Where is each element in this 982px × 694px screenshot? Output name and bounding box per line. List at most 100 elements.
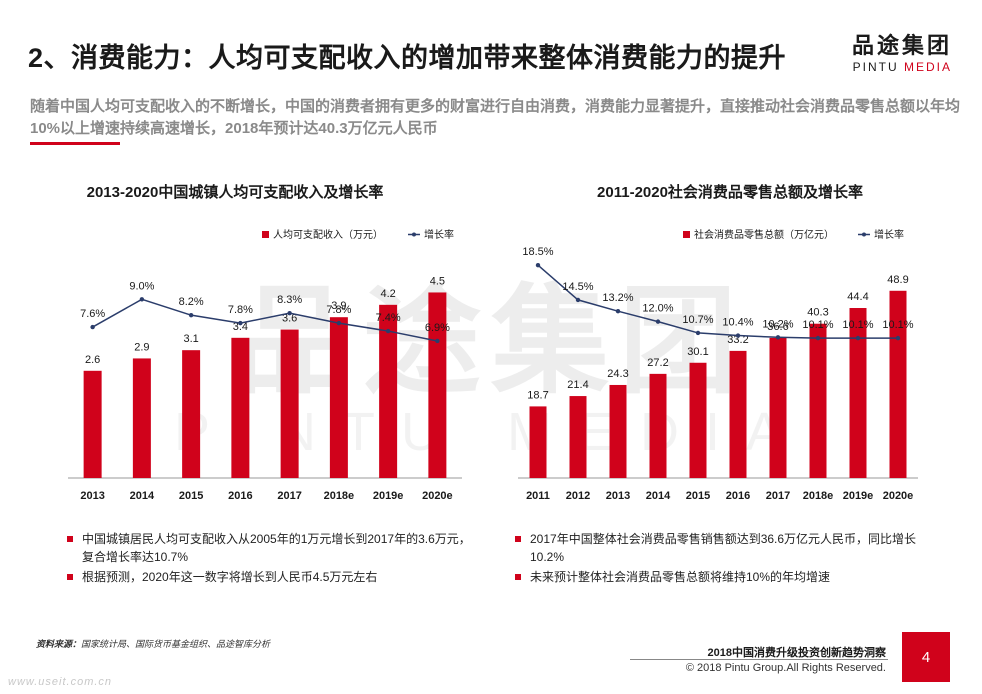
bar: [849, 308, 867, 478]
bar-value-label: 3.4: [233, 321, 248, 333]
growth-rate-line: [92, 298, 438, 342]
growth-rate-point: [655, 319, 661, 324]
growth-rate-point: [188, 312, 194, 318]
growth-rate-label: 6.9%: [425, 322, 450, 334]
bar: [569, 396, 587, 478]
footer-divider: [630, 659, 888, 660]
bar-value-label: 2.9: [134, 341, 149, 353]
bar-value-label: 21.4: [567, 379, 588, 391]
growth-rate-label: 10.7%: [682, 314, 713, 326]
x-tick-label: 2013: [80, 490, 104, 502]
bar: [809, 323, 827, 478]
x-tick-label: 2019e: [843, 490, 874, 502]
bullet-square-icon: [515, 574, 521, 580]
growth-rate-point: [287, 310, 292, 316]
growth-rate-label: 10.1%: [802, 319, 833, 331]
growth-rate-point: [735, 333, 741, 338]
page-title: 2、消费能力：人均可支配收入的增加带来整体消费能力的提升: [28, 43, 787, 73]
bullet-item: 中国城镇居民人均可支配收入从2005年的1万元增长到2017年的3.6万元，复合…: [62, 530, 482, 566]
growth-rate-point: [336, 320, 342, 326]
growth-rate-label: 14.5%: [562, 281, 593, 293]
growth-rate-point: [815, 335, 821, 341]
x-tick-label: 2017: [277, 490, 301, 502]
bullet-square-icon: [67, 536, 73, 542]
bar: [132, 358, 151, 478]
bullet-item: 根据预测，2020年这一数字将增长到人民币4.5万元左右: [62, 568, 482, 586]
bullet-square-icon: [515, 536, 521, 542]
chart-income: 2.6 2013 2.9 2014 3.1 2015 3.4 2016 3.6 2017 3.9 20…: [68, 228, 462, 502]
bar: [231, 337, 250, 478]
x-tick-label: 2015: [686, 490, 710, 502]
bar-value-label: 36.6: [767, 321, 788, 333]
growth-rate-label: 7.8%: [228, 304, 253, 316]
growth-rate-label: 9.0%: [129, 280, 154, 292]
bar: [280, 329, 299, 478]
growth-rate-label: 7.6%: [80, 308, 105, 320]
bullet-square-icon: [67, 574, 73, 580]
brand-logo: 品途集团 PINTU MEDIA: [851, 33, 952, 75]
x-tick-label: 2020e: [422, 490, 453, 502]
growth-rate-label: 10.1%: [882, 319, 913, 331]
bar: [609, 384, 627, 478]
growth-rate-point: [435, 338, 440, 344]
growth-rate-point: [895, 335, 901, 341]
bar: [649, 373, 667, 478]
legend-line-label: 增长率: [424, 228, 454, 241]
x-tick-label: 2016: [726, 490, 750, 502]
source-note: 资料来源：国家统计局、国际货币基金组织、品途智库分析: [36, 639, 271, 649]
growth-rate-point: [695, 330, 701, 336]
bar-value-label: 4.5: [430, 275, 445, 287]
legend-line-label: 增长率: [874, 228, 904, 241]
x-tick-label: 2012: [566, 490, 590, 502]
bar-value-label: 40.3: [807, 307, 828, 319]
legend-line-marker: [412, 232, 416, 237]
x-tick-label: 2018e: [324, 490, 355, 502]
copyright: © 2018 Pintu Group.All Rights Reserved.: [685, 662, 886, 674]
growth-rate-label: 8.3%: [277, 294, 302, 306]
page-subtitle: 随着中国人均可支配收入的不断增长，中国的消费者拥有更多的财富进行自由消费，消费能…: [30, 98, 961, 137]
bar-value-label: 3.6: [282, 313, 297, 325]
growth-rate-point: [575, 297, 581, 303]
growth-rate-label: 12.0%: [642, 303, 673, 315]
legend-bar-swatch: [683, 231, 690, 238]
legend-bar-label: 人均可支配收入（万元）: [273, 228, 383, 241]
growth-rate-point: [855, 335, 861, 341]
bar-value-label: 24.3: [607, 368, 628, 380]
bar-value-label: 18.7: [527, 389, 548, 401]
growth-rate-point: [535, 262, 541, 268]
x-tick-label: 2016: [228, 490, 252, 502]
bullet-list-left: 中国城镇居民人均可支配收入从2005年的1万元增长到2017年的3.6万元，复合…: [62, 530, 482, 588]
logo-en: PINTU MEDIA: [852, 60, 952, 74]
accent-divider: [30, 142, 120, 145]
growth-rate-label: 10.2%: [762, 318, 793, 330]
growth-rate-line: [537, 264, 898, 339]
bullet-item: 未来预计整体社会消费品零售总额将维持10%的年均增速: [510, 568, 930, 586]
bar-value-label: 48.9: [887, 274, 908, 286]
bullet-list-right: 2017年中国整体社会消费品零售销售额达到36.6万亿元人民币，同比增长10.2…: [510, 530, 930, 588]
bar: [529, 406, 547, 478]
chart-title-income: 2013-2020中国城镇人均可支配收入及增长率: [86, 184, 384, 201]
x-tick-label: 2017: [766, 490, 790, 502]
bar: [329, 317, 348, 478]
bar: [379, 304, 398, 478]
bar-value-label: 44.4: [847, 291, 868, 303]
legend-bar-label: 社会消费品零售总额（万亿元）: [694, 228, 834, 241]
bar: [689, 362, 707, 478]
growth-rate-point: [775, 335, 781, 340]
bullet-item: 2017年中国整体社会消费品零售销售额达到36.6万亿元人民币，同比增长10.2…: [510, 530, 930, 566]
logo-cn: 品途集团: [851, 33, 952, 58]
bar-value-label: 27.2: [647, 357, 668, 369]
bar-value-label: 30.1: [687, 346, 708, 358]
bar-value-label: 2.6: [85, 354, 100, 366]
growth-rate-point: [615, 309, 621, 314]
bar-value-label: 3.9: [331, 300, 346, 312]
x-tick-label: 2014: [646, 490, 671, 502]
site-watermark: www.useit.com.cn: [8, 676, 113, 688]
bar-value-label: 3.1: [183, 333, 198, 345]
legend-bar-swatch: [262, 231, 269, 238]
legend-line-marker: [862, 232, 866, 237]
x-tick-label: 2013: [606, 490, 630, 502]
growth-rate-label: 13.2%: [602, 292, 633, 304]
bar: [182, 350, 201, 478]
